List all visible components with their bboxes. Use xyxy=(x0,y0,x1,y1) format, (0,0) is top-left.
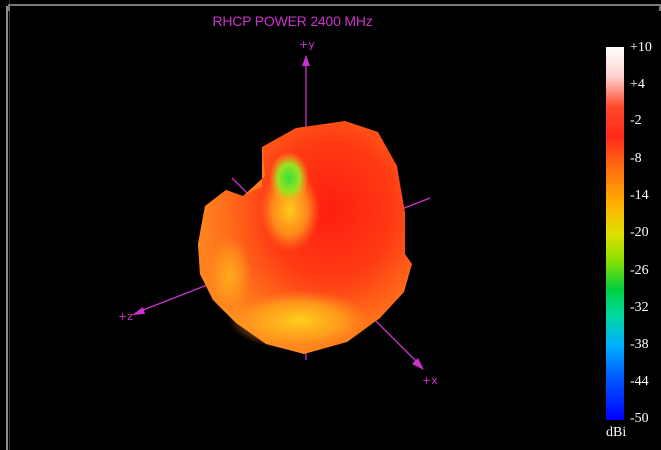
plot-title: RHCP POWER 2400 MHz xyxy=(212,13,373,29)
y-axis-arrow-icon xyxy=(302,55,310,66)
window-left-border-line xyxy=(6,6,8,450)
z-axis-label: +z xyxy=(118,310,133,323)
scale-tick-label: -26 xyxy=(630,263,649,278)
scale-tick-label: +4 xyxy=(630,77,645,92)
x-axis-arrow-icon xyxy=(412,358,424,370)
pattern-notch xyxy=(243,147,265,196)
radiation-pattern-surface[interactable] xyxy=(198,121,412,354)
x-axis-label: +x xyxy=(422,374,438,387)
pattern-null-region xyxy=(269,152,309,204)
color-scale-unit-label: dBi xyxy=(606,425,627,440)
window-top-border xyxy=(8,4,661,11)
scale-tick-label: -14 xyxy=(630,188,649,203)
scale-tick-label: -2 xyxy=(630,113,642,128)
scale-tick-label: -38 xyxy=(630,337,649,352)
window-left-border xyxy=(0,0,10,450)
scale-tick-label: -20 xyxy=(630,225,649,240)
scale-tick-label: -44 xyxy=(630,374,649,389)
color-scale-bar xyxy=(606,47,624,420)
scale-tick-label: +10 xyxy=(630,40,652,55)
scale-tick-label: -50 xyxy=(630,411,649,426)
pattern-yellow-region-bottom xyxy=(228,290,372,350)
pattern-yellow-region-left xyxy=(208,235,252,315)
y-axis-label: +y xyxy=(299,38,315,51)
z-axis-arrow-icon xyxy=(132,307,145,315)
scale-tick-label: -8 xyxy=(630,151,642,166)
scale-tick-label: -32 xyxy=(630,300,649,315)
